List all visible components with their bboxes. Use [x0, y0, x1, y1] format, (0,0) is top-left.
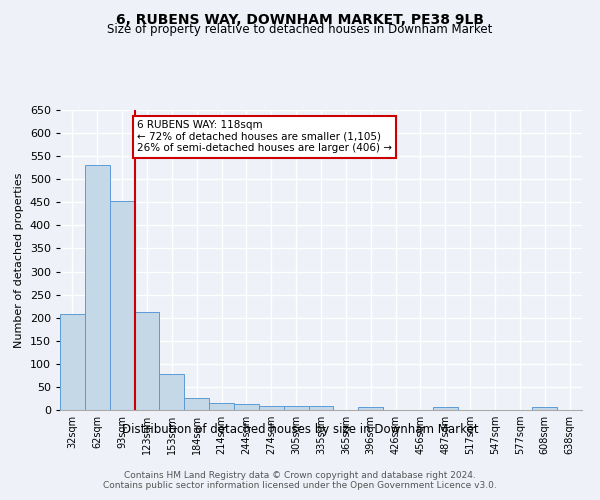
Bar — [134, 312, 160, 410]
Text: 6 RUBENS WAY: 118sqm
← 72% of detached houses are smaller (1,105)
26% of semi-de: 6 RUBENS WAY: 118sqm ← 72% of detached h… — [137, 120, 392, 154]
Bar — [532, 407, 557, 410]
Bar — [160, 374, 184, 410]
Bar — [110, 202, 134, 410]
Bar — [234, 404, 259, 410]
Text: Size of property relative to detached houses in Downham Market: Size of property relative to detached ho… — [107, 22, 493, 36]
Bar — [85, 166, 110, 410]
Text: Contains HM Land Registry data © Crown copyright and database right 2024.
Contai: Contains HM Land Registry data © Crown c… — [103, 470, 497, 490]
Bar — [184, 398, 209, 410]
Bar — [358, 407, 383, 410]
Bar — [308, 406, 334, 410]
Bar — [209, 403, 234, 410]
Bar — [60, 314, 85, 410]
Bar — [433, 407, 458, 410]
Bar — [284, 406, 308, 410]
Text: 6, RUBENS WAY, DOWNHAM MARKET, PE38 9LB: 6, RUBENS WAY, DOWNHAM MARKET, PE38 9LB — [116, 12, 484, 26]
Y-axis label: Number of detached properties: Number of detached properties — [14, 172, 24, 348]
Bar — [259, 406, 284, 410]
Text: Distribution of detached houses by size in Downham Market: Distribution of detached houses by size … — [122, 422, 478, 436]
